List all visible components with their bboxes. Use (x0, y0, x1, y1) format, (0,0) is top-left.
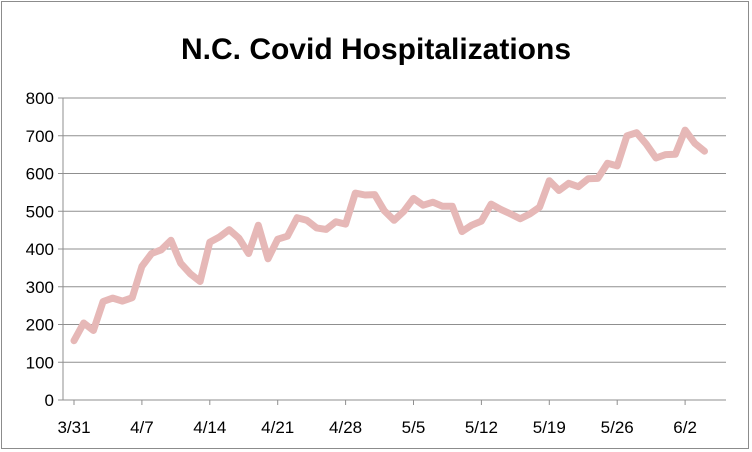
axes (58, 97, 726, 405)
chart-title: N.C. Covid Hospitalizations (181, 33, 571, 66)
x-tick-label: 4/28 (329, 418, 362, 437)
x-tick-label: 6/2 (673, 418, 697, 437)
x-tick-label: 4/14 (193, 418, 226, 437)
series-line-0 (70, 126, 708, 345)
y-axis-tick-labels: 0 100 200 300 400 500 600 700 800 (26, 89, 54, 410)
y-tick-label: 500 (26, 202, 54, 221)
y-tick-label: 0 (45, 391, 54, 410)
y-tick-label: 300 (26, 278, 54, 297)
series-layer (70, 126, 708, 345)
x-tick-label: 4/7 (130, 418, 154, 437)
y-tick-label: 700 (26, 127, 54, 146)
x-tick-label: 5/19 (533, 418, 566, 437)
x-tick-label: 5/5 (402, 418, 426, 437)
x-axis-tick-labels: 3/31 4/7 4/14 4/21 4/28 5/5 5/12 5/19 5/26 6/2 (57, 418, 696, 437)
x-tick-label: 4/21 (261, 418, 294, 437)
y-tick-label: 400 (26, 240, 54, 259)
y-tick-label: 200 (26, 316, 54, 335)
y-tick-label: 100 (26, 353, 54, 372)
x-tick-label: 3/31 (57, 418, 90, 437)
y-tick-label: 600 (26, 165, 54, 184)
x-tick-label: 5/12 (465, 418, 498, 437)
x-tick-label: 5/26 (601, 418, 634, 437)
y-tick-label: 800 (26, 89, 54, 108)
